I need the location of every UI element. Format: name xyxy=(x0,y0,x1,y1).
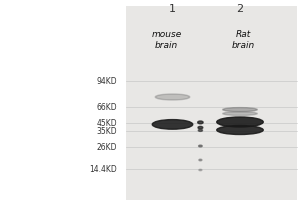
Ellipse shape xyxy=(223,108,257,112)
Ellipse shape xyxy=(152,120,193,129)
Ellipse shape xyxy=(198,126,203,129)
Text: 35KD: 35KD xyxy=(96,127,117,136)
Ellipse shape xyxy=(217,117,263,127)
Text: 94KD: 94KD xyxy=(96,76,117,86)
Text: 2: 2 xyxy=(236,4,244,14)
Text: 66KD: 66KD xyxy=(96,102,117,112)
Text: 45KD: 45KD xyxy=(96,118,117,128)
Bar xyxy=(126,6,297,200)
Ellipse shape xyxy=(198,129,203,131)
Ellipse shape xyxy=(198,121,203,124)
Ellipse shape xyxy=(217,126,263,134)
Text: 1: 1 xyxy=(169,4,176,14)
Ellipse shape xyxy=(199,145,202,147)
Text: 26KD: 26KD xyxy=(97,142,117,152)
Ellipse shape xyxy=(223,112,257,115)
Ellipse shape xyxy=(199,169,202,171)
Text: Rat
brain: Rat brain xyxy=(231,30,255,50)
Ellipse shape xyxy=(199,159,202,161)
Text: mouse
brain: mouse brain xyxy=(152,30,182,50)
Text: 14.4KD: 14.4KD xyxy=(89,164,117,173)
Ellipse shape xyxy=(155,94,190,100)
